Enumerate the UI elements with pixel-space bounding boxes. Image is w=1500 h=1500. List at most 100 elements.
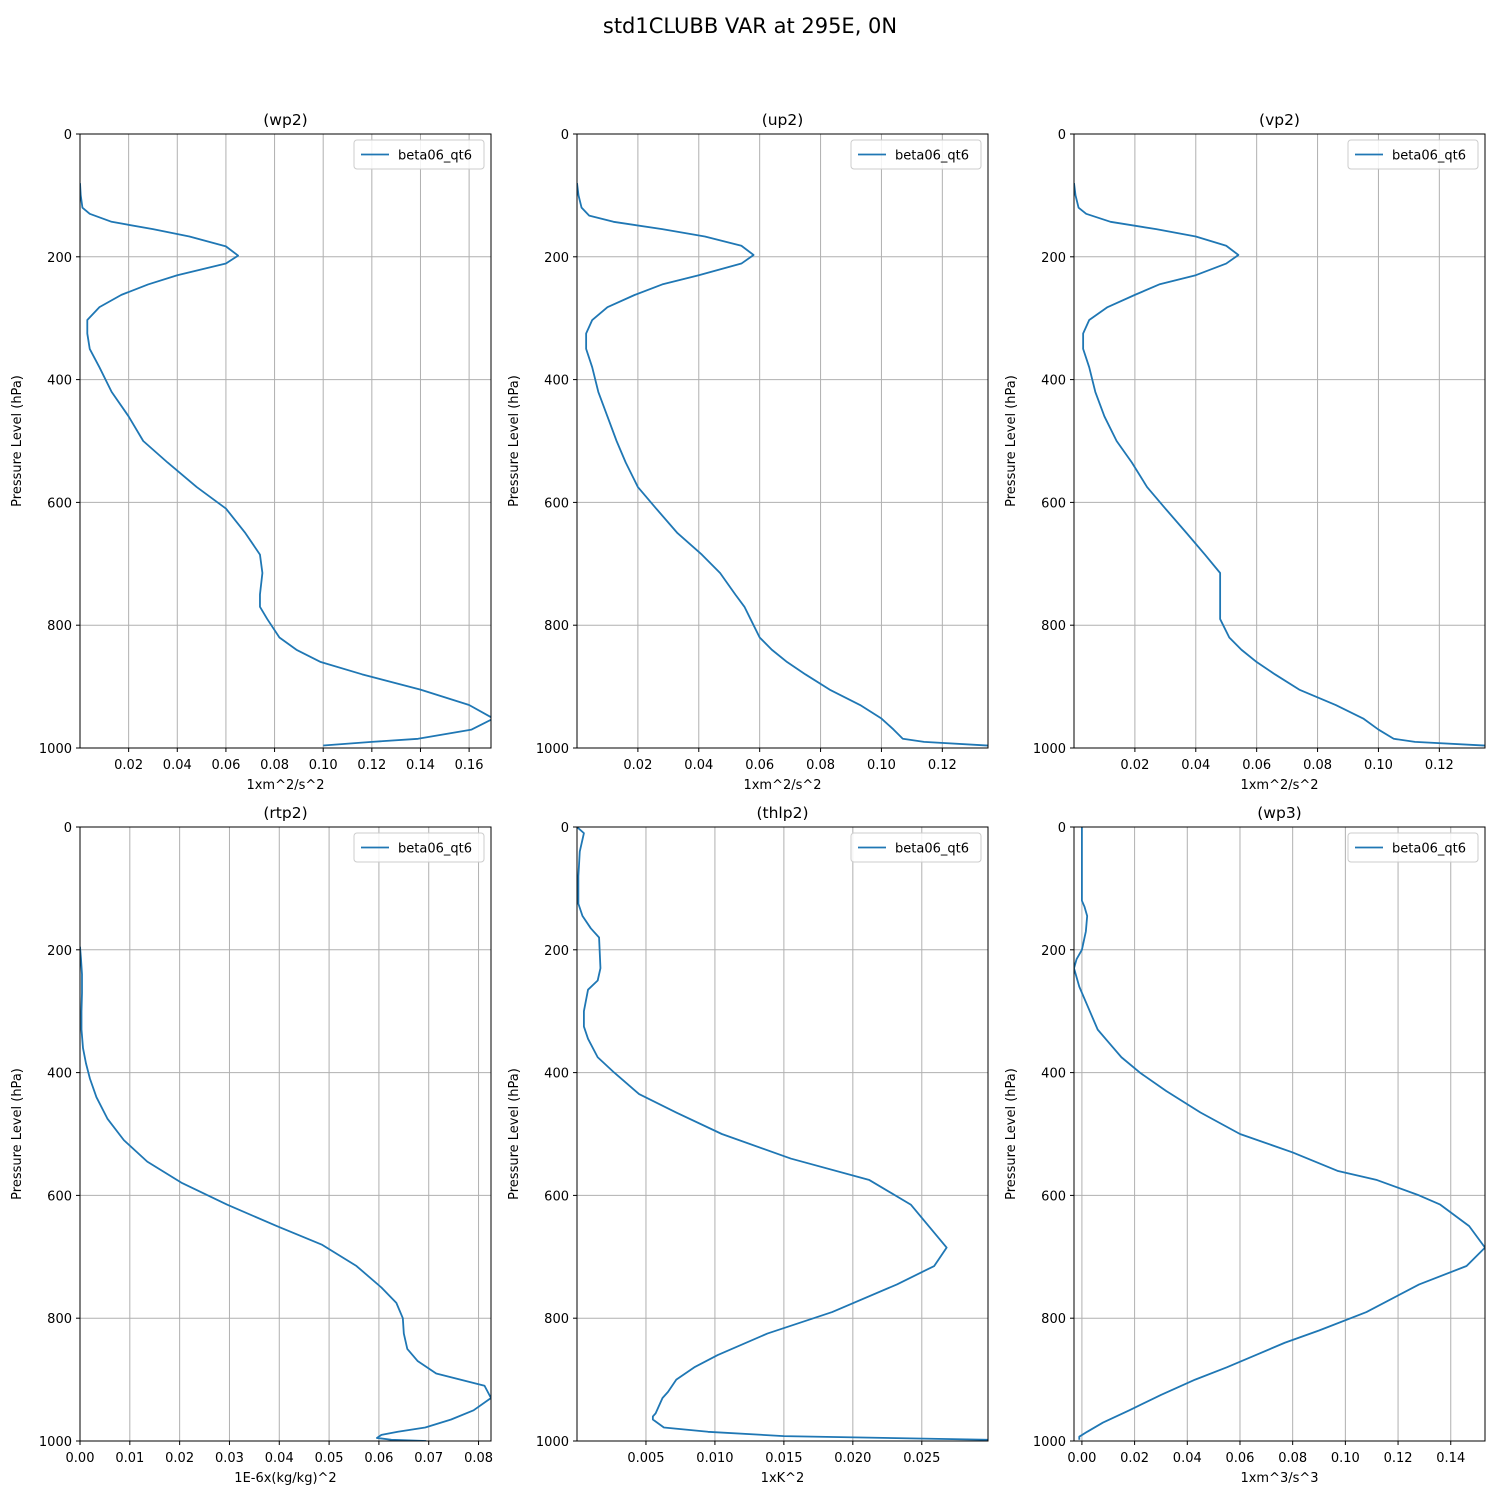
x-tick-label: 0.06 [1226,1451,1255,1466]
x-axis-label: 1xm^2/s^2 [1240,778,1318,793]
x-tick-label: 0.06 [364,1451,393,1466]
x-axis-label: 1E-6x(kg/kg)^2 [234,1471,336,1486]
series-line-beta06_qt6 [80,946,491,1441]
y-tick-label: 1000 [39,1435,72,1450]
y-tick-label: 600 [544,496,569,511]
legend: beta06_qt6 [1347,139,1479,170]
y-axis-label: Pressure Level (hPa) [1004,1068,1019,1200]
x-tick-label: 0.08 [1303,758,1332,773]
x-tick-label: 0.015 [765,1451,802,1466]
y-tick-label: 200 [544,251,569,266]
subplot-wp2: 0.02 0.04 0.06 0.08 0.10 0.12 0.14 0.16 0 200 400 6… [10,111,492,793]
y-tick-label: 800 [544,1312,569,1327]
subplot-title: (rtp2) [263,804,307,822]
x-tick-label: 0.12 [357,758,386,773]
y-tick-label: 600 [47,496,72,511]
x-tick-label: 0.02 [114,758,143,773]
legend-label: beta06_qt6 [398,842,472,857]
series-line-beta06_qt6 [1074,827,1485,1440]
subplot-up2: 0.02 0.04 0.06 0.08 0.10 0.12 0 200 400 600 800 100… [507,111,989,793]
y-axis-label: Pressure Level (hPa) [1004,375,1019,507]
x-tick-label: 0.00 [66,1451,95,1466]
axes-frame [79,826,492,1442]
x-tick-label: 0.08 [806,758,835,773]
legend-box [1347,832,1479,863]
y-tick-label: 600 [47,1189,72,1204]
y-tick-label: 800 [47,619,72,634]
x-axis-label: 1xK^2 [761,1471,805,1486]
y-tick-label: 800 [1041,619,1066,634]
y-tick-label: 200 [544,944,569,959]
axes-frame [1073,826,1486,1442]
y-tick-label: 0 [1058,128,1066,143]
x-tick-label: 0.01 [115,1451,144,1466]
y-tick-label: 0 [561,821,569,836]
x-tick-label: 0.04 [163,758,192,773]
y-axis-label: Pressure Level (hPa) [507,1068,522,1200]
x-axis-label: 1xm^2/s^2 [246,778,324,793]
legend-label: beta06_qt6 [895,149,969,164]
x-tick-label: 0.06 [745,758,774,773]
x-tick-label: 0.08 [1278,1451,1307,1466]
x-tick-label: 0.12 [1384,1451,1413,1466]
x-tick-label: 0.07 [414,1451,443,1466]
y-tick-label: 1000 [39,742,72,757]
x-tick-label: 0.04 [684,758,713,773]
x-tick-label: 0.08 [260,758,289,773]
x-tick-label: 0.14 [406,758,435,773]
x-tick-label: 0.04 [1181,758,1210,773]
figure-title: std1CLUBB VAR at 295E, 0N [602,14,898,38]
y-tick-label: 400 [47,374,72,389]
subplot-wp3: 0.00 0.02 0.04 0.06 0.08 0.10 0.12 0.14 0 200 400 6… [1004,804,1486,1486]
y-tick-label: 600 [1041,1189,1066,1204]
y-tick-label: 1000 [1033,742,1066,757]
legend-box [850,139,982,170]
x-tick-label: 0.06 [211,758,240,773]
x-tick-label: 0.02 [1120,1451,1149,1466]
y-tick-label: 200 [1041,251,1066,266]
y-tick-label: 0 [64,821,72,836]
x-axis-label: 1xm^2/s^2 [743,778,821,793]
series-line-beta06_qt6 [577,183,988,747]
subplot-title: (vp2) [1259,111,1300,129]
x-tick-label: 0.020 [834,1451,871,1466]
x-tick-label: 0.10 [1331,1451,1360,1466]
y-tick-label: 200 [47,944,72,959]
y-tick-label: 200 [1041,944,1066,959]
y-tick-label: 400 [1041,374,1066,389]
legend: beta06_qt6 [850,139,982,170]
x-tick-label: 0.16 [455,758,484,773]
legend-label: beta06_qt6 [1392,842,1466,857]
y-axis-label: Pressure Level (hPa) [10,1068,25,1200]
y-tick-label: 0 [561,128,569,143]
x-tick-label: 0.04 [1173,1451,1202,1466]
subplot-thlp2: 0.005 0.010 0.015 0.020 0.025 0 200 400 600 800 10… [507,804,989,1486]
y-tick-label: 1000 [1033,1435,1066,1450]
y-tick-label: 600 [1041,496,1066,511]
y-tick-label: 800 [544,619,569,634]
y-axis-label: Pressure Level (hPa) [10,375,25,507]
y-tick-label: 800 [1041,1312,1066,1327]
y-tick-label: 400 [544,1067,569,1082]
x-tick-label: 0.010 [696,1451,733,1466]
y-tick-label: 400 [1041,1067,1066,1082]
legend-box [850,832,982,863]
axes-frame [1073,133,1486,749]
y-tick-label: 600 [544,1189,569,1204]
y-tick-label: 0 [64,128,72,143]
subplot-title: (wp3) [1257,804,1301,822]
legend-box [353,832,485,863]
series-line-beta06_qt6 [1074,183,1485,747]
x-tick-label: 0.03 [215,1451,244,1466]
y-tick-label: 400 [47,1067,72,1082]
legend: beta06_qt6 [1347,832,1479,863]
y-tick-label: 200 [47,251,72,266]
x-tick-label: 0.08 [464,1451,493,1466]
legend-box [353,139,485,170]
y-tick-label: 1000 [536,1435,569,1450]
legend-label: beta06_qt6 [1392,149,1466,164]
x-tick-label: 0.02 [165,1451,194,1466]
legend-label: beta06_qt6 [398,149,472,164]
x-tick-label: 0.05 [315,1451,344,1466]
